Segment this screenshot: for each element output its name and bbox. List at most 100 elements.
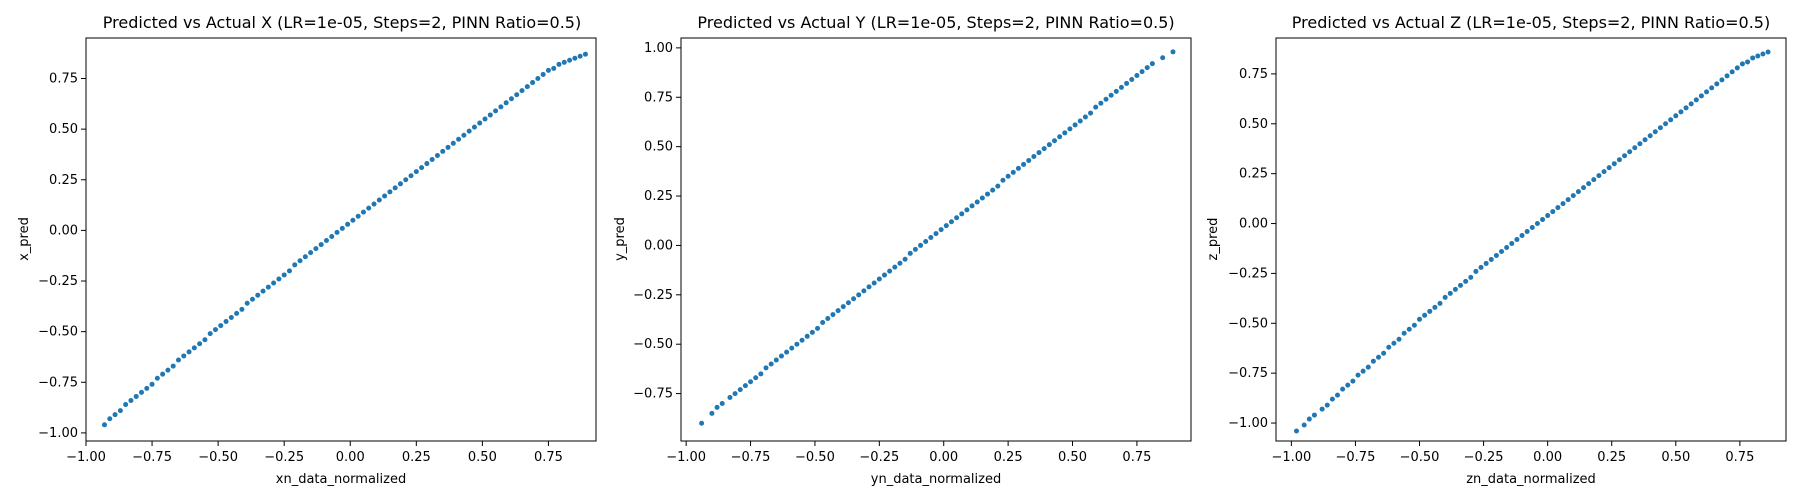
subplot-y-data-point — [1149, 61, 1155, 67]
subplot-z-data-point — [1432, 304, 1438, 310]
subplot-y-data-point — [1098, 100, 1104, 106]
subplot-y-data-point — [1067, 126, 1073, 132]
subplot-y-data-point — [943, 223, 949, 229]
subplot-z-data-point — [1524, 229, 1530, 235]
subplot-z-plot-area — [1275, 37, 1787, 442]
subplot-z-data-point — [1714, 81, 1720, 87]
subplot-y-data-point — [851, 296, 857, 302]
subplot-z-data-point — [1627, 149, 1633, 155]
subplot-y-data-point — [732, 391, 738, 397]
subplot-z-data-point — [1616, 157, 1622, 163]
subplot-x-y-tick-label: 0.50 — [49, 122, 78, 137]
subplot-z-data-point — [1340, 386, 1346, 392]
subplot-x-data-point — [149, 381, 155, 387]
subplot-z-data-point — [1499, 248, 1505, 254]
subplot-x-data-point — [297, 258, 303, 264]
subplot-z-title: Predicted vs Actual Z (LR=1e-05, Steps=2… — [1292, 13, 1770, 32]
subplot-z-data-point — [1642, 137, 1648, 143]
subplot-y-y-tick-label: −0.50 — [633, 337, 673, 352]
subplot-y-data-point — [871, 280, 877, 286]
subplot-y-data-point — [948, 219, 954, 225]
subplot-y-data-point — [959, 211, 965, 217]
subplot-z: Predicted vs Actual Z (LR=1e-05, Steps=2… — [1206, 13, 1787, 487]
subplot-y-data-point — [804, 333, 810, 339]
subplot-y-x-tick-label: 0.75 — [1122, 450, 1151, 465]
subplot-y-data-point — [954, 215, 960, 221]
subplot-z-x-tick-label: 0.00 — [1533, 450, 1562, 465]
subplot-z-data-point — [1560, 201, 1566, 207]
subplot-x-data-point — [329, 233, 335, 239]
subplot-x-data-point — [334, 229, 340, 235]
subplot-y-y-tick-label: 0.00 — [644, 238, 673, 253]
subplot-z-data-point — [1488, 256, 1494, 262]
subplot-z-data-point — [1478, 264, 1484, 270]
subplot-x-data-point — [540, 71, 546, 77]
subplot-y-x-ticks: −1.00 −0.75 −0.50 −0.25 0.00 0.25 0.50 0.75 — [666, 441, 1151, 465]
subplot-x-data-point — [165, 367, 171, 373]
subplot-z-x-tick-label: 0.75 — [1725, 450, 1754, 465]
subplot-z-x-tick-label: −1.00 — [1271, 450, 1311, 465]
subplot-y-data-point — [979, 195, 985, 201]
subplot-z-data-point — [1622, 153, 1628, 159]
subplot-z-data-point — [1447, 290, 1453, 296]
subplot-x-data-point — [429, 157, 435, 163]
subplot-x-data-point — [567, 57, 573, 63]
subplot-y-data-point — [923, 238, 929, 244]
subplot-z-y-tick-label: 0.75 — [1239, 67, 1268, 82]
subplot-y-data-point — [727, 395, 733, 401]
subplot-x-data-point — [403, 177, 409, 183]
subplot-x-y-tick-label: −0.50 — [38, 325, 78, 340]
subplot-z-data-point — [1306, 416, 1312, 422]
subplot-y-data-point — [1062, 130, 1068, 136]
subplot-z-x-ticks: −1.00 −0.75 −0.50 −0.25 0.00 0.25 0.50 0.75 — [1271, 441, 1754, 465]
subplot-x-data-point — [313, 246, 319, 252]
subplot-x-data-point — [519, 88, 525, 94]
subplot-y-data-point — [876, 276, 882, 282]
subplot-x-data-point — [323, 238, 329, 244]
subplot-x-data-point — [482, 116, 488, 122]
subplot-y-plot-area — [680, 37, 1192, 442]
subplot-y-x-tick-label: 0.25 — [994, 450, 1023, 465]
subplot-y-data-point — [1170, 49, 1176, 55]
subplot-y-data-point — [1134, 73, 1140, 79]
subplot-y-data-point — [1051, 138, 1057, 144]
subplot-x-data-point — [577, 53, 583, 59]
subplot-z-data-point — [1678, 109, 1684, 115]
subplot-z-data-point — [1468, 274, 1474, 280]
subplot-z-data-point — [1606, 165, 1612, 171]
subplot-z-data-point — [1601, 169, 1607, 175]
subplot-y-data-point — [753, 375, 759, 381]
subplot-y-data-point — [985, 191, 991, 197]
subplot-z-data-point — [1514, 237, 1520, 242]
subplot-z-data-point — [1401, 330, 1407, 336]
subplot-z-data-point — [1458, 282, 1464, 288]
subplot-x-data-point — [503, 100, 509, 106]
subplot-y-data-point — [969, 203, 975, 209]
subplot-y-data-point — [1139, 69, 1145, 75]
subplot-y-data-point — [1015, 165, 1021, 171]
subplot-x-data-point — [286, 268, 292, 274]
subplot-y-data-point — [933, 231, 939, 237]
subplot-y-data-point — [1144, 65, 1150, 71]
subplot-x-data-point — [413, 169, 419, 175]
subplot-y-data-point — [840, 304, 846, 310]
subplot-x-data-point — [366, 205, 372, 211]
subplot-x-data-point — [376, 197, 382, 203]
subplot-y-y-tick-label: 0.25 — [644, 189, 673, 204]
subplot-y-data-point — [768, 361, 774, 367]
subplot-x-data-point — [239, 306, 245, 312]
subplot-y-data-point — [918, 242, 924, 248]
subplot-z-x-tick-label: −0.50 — [1400, 450, 1440, 465]
subplot-x-data-point — [244, 300, 250, 306]
subplot-x-data-point — [154, 375, 160, 381]
subplot-z-y-tick-label: −0.75 — [1228, 366, 1268, 381]
subplot-x-data-point — [524, 84, 530, 90]
subplot-z-data-point — [1652, 129, 1658, 135]
subplot-z-data-point — [1529, 225, 1535, 231]
subplot-x-data-point — [191, 345, 197, 351]
subplot-y-data-point — [1005, 173, 1011, 179]
subplot-z-data-point — [1324, 402, 1330, 408]
subplot-x-data-point — [123, 402, 129, 408]
subplot-y-data-point — [789, 345, 795, 351]
